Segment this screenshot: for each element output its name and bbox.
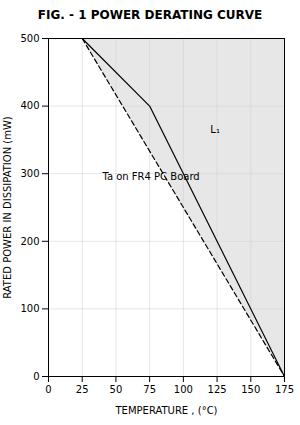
svg-text:400: 400 bbox=[20, 100, 39, 111]
svg-text:Ta on FR4 PC Board: Ta on FR4 PC Board bbox=[101, 171, 199, 182]
html-text:FIG. - 1 POWER DERATING CURVE: FIG. - 1 POWER DERATING CURVE bbox=[37, 8, 263, 22]
svg-text:0: 0 bbox=[45, 384, 51, 395]
svg-text:175: 175 bbox=[275, 384, 294, 395]
svg-text:500: 500 bbox=[20, 33, 39, 44]
svg-text:TEMPERATURE , (°C): TEMPERATURE , (°C) bbox=[114, 405, 217, 416]
svg-text:100: 100 bbox=[20, 303, 39, 314]
svg-text:300: 300 bbox=[20, 168, 39, 179]
svg-text:75: 75 bbox=[143, 384, 156, 395]
svg-text:200: 200 bbox=[20, 236, 39, 247]
svg-text:RATED POWER IN DISSIPATION (mW: RATED POWER IN DISSIPATION (mW) bbox=[2, 116, 13, 299]
svg-text:150: 150 bbox=[241, 384, 260, 395]
svg-text:0: 0 bbox=[33, 371, 39, 382]
svg-text:25: 25 bbox=[76, 384, 89, 395]
svg-text:125: 125 bbox=[208, 384, 227, 395]
svg-text:100: 100 bbox=[174, 384, 193, 395]
svg-text:L₁: L₁ bbox=[210, 124, 220, 135]
svg-text:50: 50 bbox=[110, 384, 123, 395]
